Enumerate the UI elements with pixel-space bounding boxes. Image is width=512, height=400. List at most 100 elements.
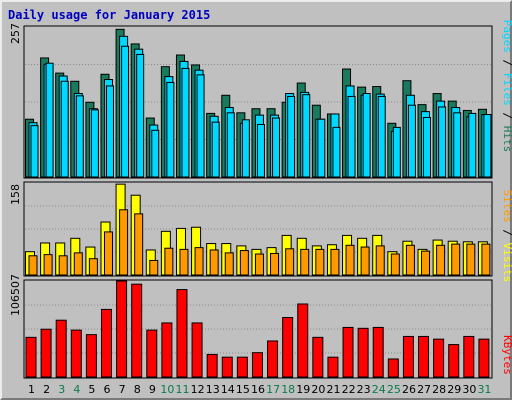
top-ymax-label: 257: [9, 23, 22, 44]
pages-bar: [287, 95, 296, 178]
kbytes-bar: [236, 356, 248, 378]
x-tick-label: 19: [296, 383, 310, 396]
x-tick-label: 24: [372, 383, 386, 396]
sites-bar: [58, 255, 68, 276]
kbytes-bar: [357, 327, 369, 378]
pages-bar: [90, 109, 99, 178]
pages-bar: [317, 118, 326, 178]
kbytes-bar: [70, 329, 82, 378]
x-tick-label: 12: [191, 383, 205, 396]
kbytes-bar: [297, 303, 309, 378]
top-legend: Pages / Files / Hits: [501, 20, 512, 153]
sites-bar: [149, 259, 159, 276]
pages-bar: [302, 94, 311, 178]
pages-bar: [423, 116, 432, 178]
kbytes-bar: [478, 338, 490, 378]
sites-bar: [28, 255, 38, 276]
kbytes-bar: [372, 326, 384, 378]
sites-bar: [164, 247, 174, 276]
kbytes-bar: [402, 335, 414, 378]
pages-bar: [121, 45, 130, 178]
kbytes-bar: [206, 353, 218, 378]
x-tick-label: 25: [387, 383, 401, 396]
x-tick-label: 8: [134, 383, 141, 396]
sites-bar: [481, 243, 491, 276]
pages-bar: [347, 95, 356, 178]
bars: [25, 28, 492, 378]
x-tick-label: 23: [357, 383, 371, 396]
sites-bar: [43, 254, 53, 276]
sites-bar: [300, 248, 310, 276]
pages-bar: [211, 121, 220, 178]
sites-bar: [239, 250, 249, 276]
x-tick-label: 7: [119, 383, 126, 396]
pages-bar: [75, 95, 84, 178]
sites-bar: [466, 243, 476, 276]
kbytes-bar: [85, 334, 97, 378]
sites-bar: [285, 248, 295, 276]
x-tick-label: 16: [251, 383, 265, 396]
sites-bar: [88, 258, 98, 276]
bottom-ymax-label: 106507: [9, 274, 22, 316]
x-tick-label: 20: [311, 383, 325, 396]
x-tick-label: 1: [28, 383, 35, 396]
kbytes-bar: [342, 326, 354, 378]
middle-ymax-label: 158: [9, 184, 22, 205]
pages-bar: [166, 81, 175, 178]
pages-bar: [181, 67, 190, 178]
kbytes-bar: [146, 329, 158, 378]
x-tick-label: 29: [447, 383, 461, 396]
x-tick-label: 15: [236, 383, 250, 396]
pages-bar: [60, 80, 69, 178]
kbytes-bar: [55, 319, 67, 378]
kbytes-bar: [418, 335, 430, 378]
kbytes-bar: [448, 344, 460, 378]
pages-bar: [483, 114, 492, 178]
middle-legend: Sites / Visits: [501, 190, 512, 283]
x-tick-label: 21: [326, 383, 340, 396]
pages-bar: [151, 129, 160, 178]
sites-bar: [270, 252, 280, 276]
x-tick-label: 27: [417, 383, 431, 396]
pages-bar: [45, 62, 54, 178]
x-tick-label: 3: [58, 383, 65, 396]
pages-bar: [105, 85, 114, 178]
sites-bar: [73, 252, 83, 276]
kbytes-bar: [25, 336, 37, 378]
pages-bar: [392, 126, 401, 178]
sites-bar: [119, 209, 129, 276]
kbytes-bar: [191, 322, 203, 378]
sites-bar: [103, 231, 113, 276]
x-tick-label: 9: [149, 383, 156, 396]
sites-bar: [330, 248, 340, 276]
pages-bar: [241, 119, 250, 178]
kbytes-bar: [100, 308, 112, 378]
x-tick-label: 31: [477, 383, 491, 396]
sites-bar: [209, 249, 219, 276]
pages-bar: [377, 95, 386, 178]
pages-bar: [272, 117, 281, 178]
kbytes-bar: [221, 356, 233, 378]
pages-bar: [453, 112, 462, 178]
kbytes-bar: [131, 283, 143, 378]
x-tick-label: 10: [160, 383, 174, 396]
sites-bar: [134, 213, 144, 276]
pages-bar: [196, 74, 205, 178]
sites-bar: [345, 244, 355, 276]
bottom-legend: KBytes: [501, 335, 512, 375]
sites-bar: [436, 244, 446, 276]
legend-pages: Pages: [501, 20, 512, 53]
x-tick-label: 6: [104, 383, 111, 396]
pages-bar: [407, 104, 416, 178]
x-tick-label: 14: [221, 383, 235, 396]
kbytes-bar: [327, 356, 339, 378]
kbytes-bar: [282, 317, 294, 378]
sites-bar: [405, 244, 415, 276]
kbytes-bar: [251, 352, 263, 378]
sites-bar: [194, 247, 204, 276]
pages-bar: [438, 106, 447, 178]
kbytes-bar: [40, 328, 52, 378]
x-tick-label: 4: [73, 383, 80, 396]
sites-bar: [421, 250, 431, 276]
